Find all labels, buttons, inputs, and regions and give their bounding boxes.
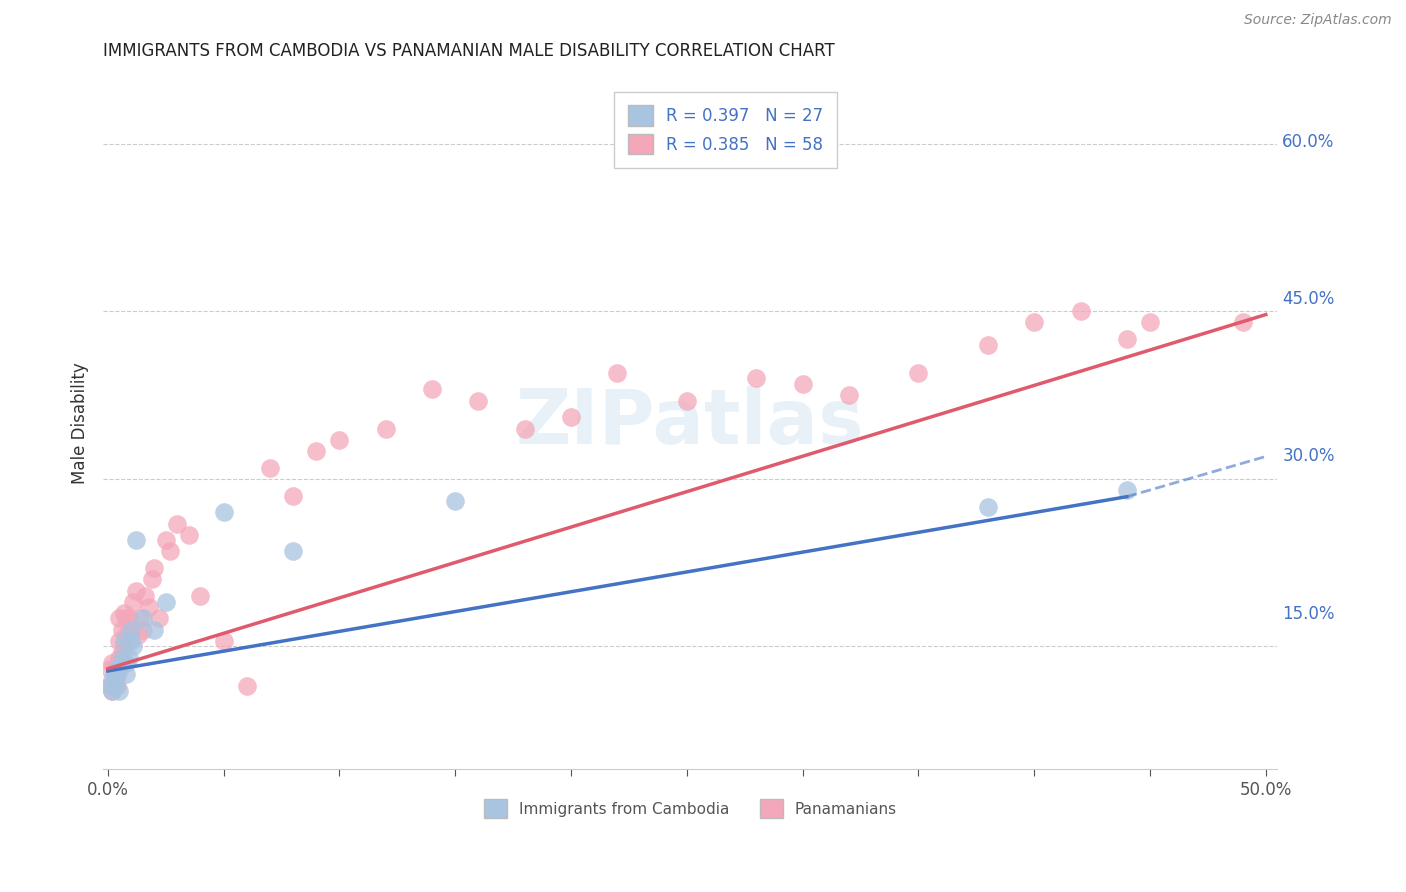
Point	[124, 533, 146, 548]
Point	[101, 684, 124, 698]
Point	[155, 533, 177, 548]
Point	[328, 433, 350, 447]
Point	[115, 656, 138, 670]
Point	[675, 393, 697, 408]
Point	[108, 684, 131, 698]
Point	[101, 656, 124, 670]
Point	[148, 611, 170, 625]
Point	[124, 583, 146, 598]
Text: Source: ZipAtlas.com: Source: ZipAtlas.com	[1244, 13, 1392, 28]
Point	[108, 650, 131, 665]
Point	[143, 561, 166, 575]
Point	[212, 633, 235, 648]
Point	[111, 650, 134, 665]
Point	[122, 640, 145, 654]
Point	[143, 623, 166, 637]
Point	[467, 393, 489, 408]
Point	[117, 650, 139, 665]
Point	[105, 679, 128, 693]
Point	[1232, 315, 1254, 329]
Point	[117, 611, 139, 625]
Point	[977, 500, 1000, 514]
Point	[513, 421, 536, 435]
Legend: Immigrants from Cambodia, Panamanians: Immigrants from Cambodia, Panamanians	[478, 793, 903, 824]
Point	[141, 573, 163, 587]
Point	[98, 679, 121, 693]
Point	[907, 366, 929, 380]
Point	[115, 667, 138, 681]
Point	[305, 443, 328, 458]
Point	[115, 628, 138, 642]
Point	[1024, 315, 1046, 329]
Point	[159, 544, 181, 558]
Point	[104, 662, 127, 676]
Point	[444, 494, 467, 508]
Point	[112, 640, 135, 654]
Text: IMMIGRANTS FROM CAMBODIA VS PANAMANIAN MALE DISABILITY CORRELATION CHART: IMMIGRANTS FROM CAMBODIA VS PANAMANIAN M…	[103, 42, 835, 60]
Point	[1139, 315, 1161, 329]
Point	[134, 589, 156, 603]
Point	[560, 410, 582, 425]
Point	[108, 611, 131, 625]
Point	[108, 633, 131, 648]
Point	[120, 623, 142, 637]
Point	[98, 679, 121, 693]
Point	[120, 633, 142, 648]
Point	[105, 667, 128, 681]
Point	[1115, 332, 1137, 346]
Point	[281, 544, 304, 558]
Point	[111, 645, 134, 659]
Point	[98, 662, 121, 676]
Point	[977, 337, 1000, 351]
Text: ZIPatlas: ZIPatlas	[516, 386, 865, 460]
Point	[281, 489, 304, 503]
Point	[190, 589, 212, 603]
Point	[111, 656, 134, 670]
Y-axis label: Male Disability: Male Disability	[72, 362, 89, 483]
Point	[745, 371, 768, 385]
Point	[129, 611, 152, 625]
Point	[101, 684, 124, 698]
Point	[166, 516, 188, 531]
Point	[104, 667, 127, 681]
Point	[101, 673, 124, 687]
Point	[235, 679, 257, 693]
Point	[792, 376, 814, 391]
Point	[131, 623, 153, 637]
Point	[104, 679, 127, 693]
Point	[112, 606, 135, 620]
Point	[374, 421, 396, 435]
Point	[420, 383, 443, 397]
Point	[120, 623, 142, 637]
Point	[1070, 304, 1092, 318]
Point	[105, 667, 128, 681]
Point	[259, 460, 281, 475]
Point	[177, 527, 200, 541]
Point	[105, 662, 128, 676]
Point	[127, 628, 149, 642]
Point	[138, 600, 160, 615]
Point	[112, 633, 135, 648]
Point	[117, 633, 139, 648]
Point	[115, 611, 138, 625]
Point	[606, 366, 628, 380]
Point	[155, 595, 177, 609]
Point	[1115, 483, 1137, 497]
Point	[108, 662, 131, 676]
Point	[122, 595, 145, 609]
Point	[212, 505, 235, 519]
Point	[111, 623, 134, 637]
Point	[131, 611, 153, 625]
Point	[104, 673, 127, 687]
Point	[838, 388, 860, 402]
